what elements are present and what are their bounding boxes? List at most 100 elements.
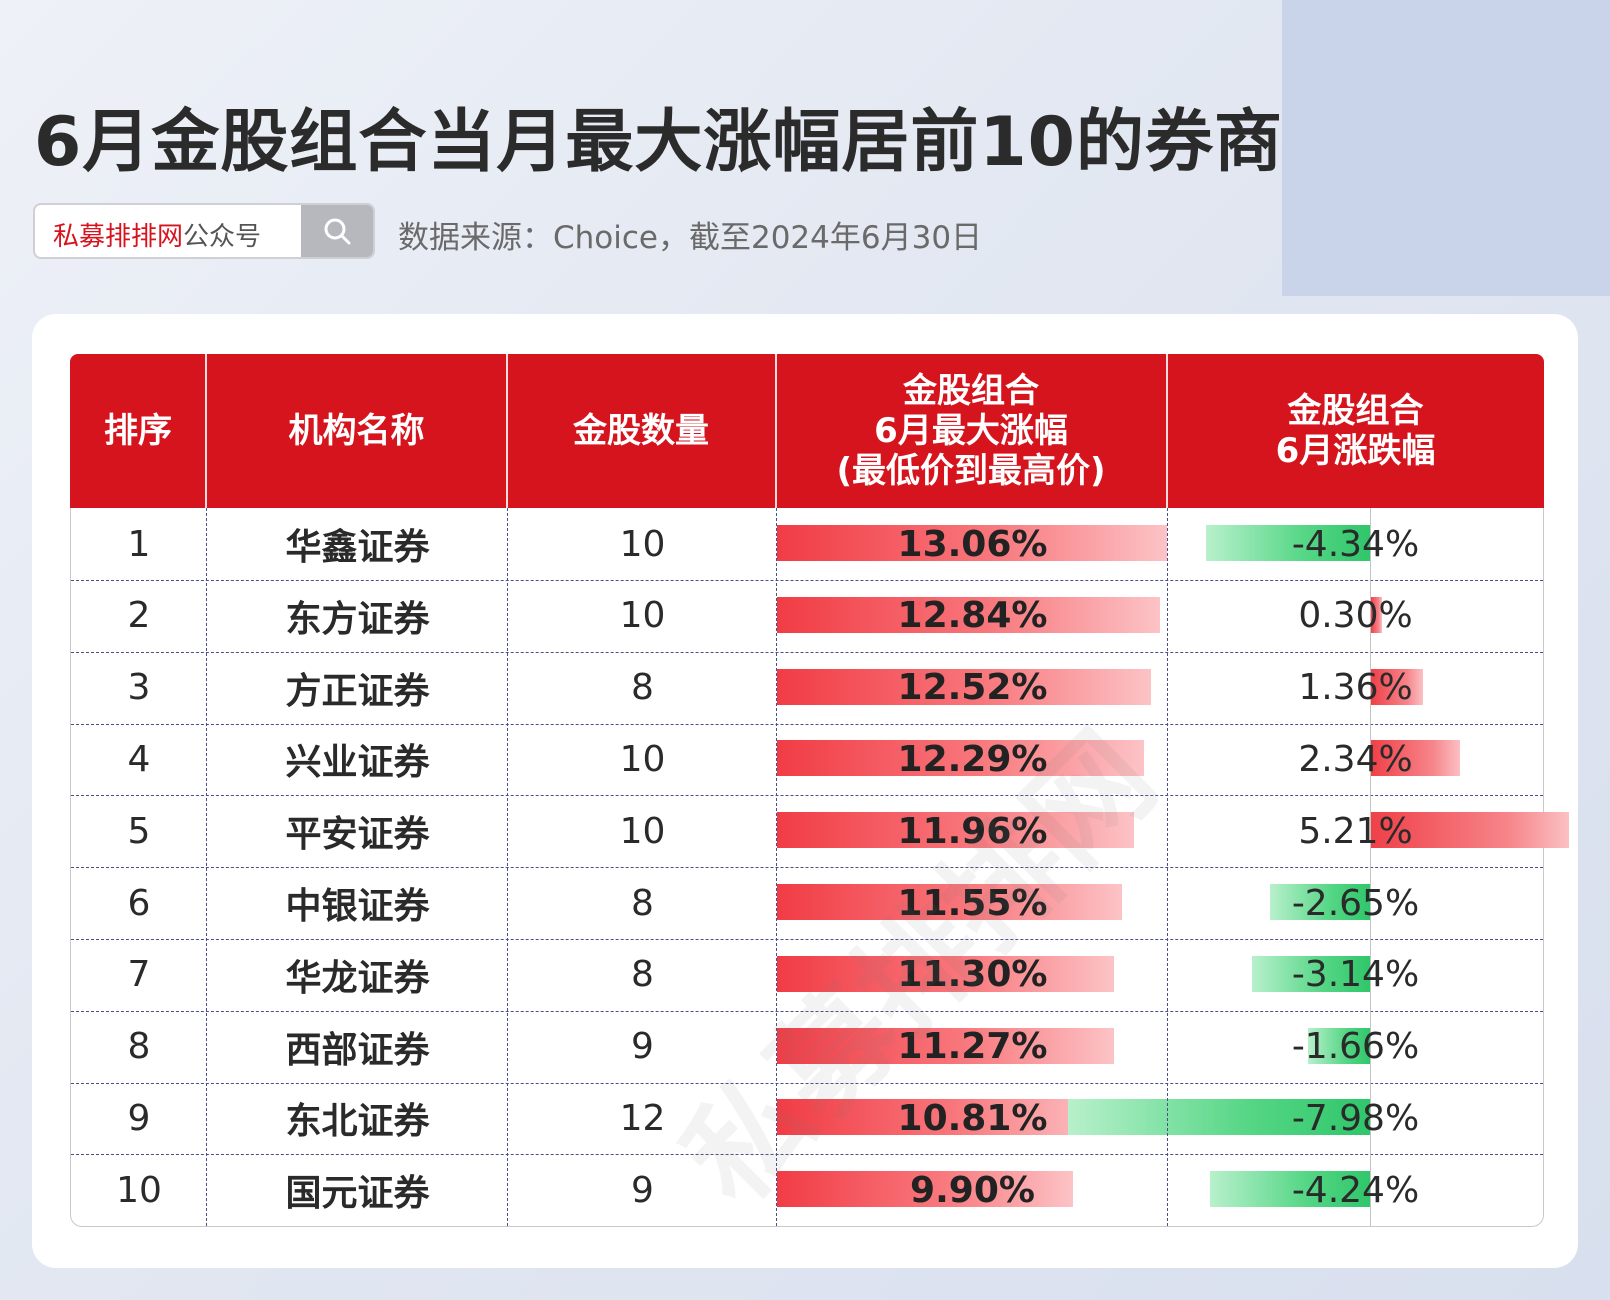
- rank-label: 3: [127, 667, 151, 709]
- max-rise-bar: [777, 1099, 1100, 1136]
- stock-count-cell: 10: [508, 508, 777, 580]
- max-rise-bar: [777, 812, 1135, 849]
- max-rise-value-cell: 10.81%: [777, 1082, 1168, 1154]
- change-bar: [1209, 1171, 1371, 1208]
- broker-name: 东北证券: [285, 1101, 430, 1143]
- search-icon: [324, 218, 351, 245]
- search-button[interactable]: [301, 205, 373, 257]
- change-value-cell: -3.14%: [1168, 939, 1543, 1011]
- change-value: -7.98%: [1291, 1097, 1420, 1139]
- column-divider: [206, 508, 207, 1226]
- max-rise-value-cell: 13.06%: [777, 508, 1168, 580]
- max-rise-value-cell: 12.84%: [777, 580, 1168, 652]
- table-row: 3 方正证券 8 12.52% 1.36%: [71, 652, 1543, 725]
- broker-name-cell: 方正证券: [207, 652, 508, 724]
- rank-label: 2: [127, 595, 151, 637]
- change-value-cell: -4.24%: [1168, 1154, 1543, 1226]
- background-panel: [1282, 0, 1610, 296]
- header-max-line-3: (最低价到最高价): [836, 451, 1106, 491]
- rank-label-cell: 4: [71, 723, 207, 795]
- max-rise-value-cell: 11.27%: [777, 1011, 1168, 1083]
- rank-label: 6: [127, 882, 151, 924]
- rank-label-cell: 1: [71, 508, 207, 580]
- rank-label-cell: 7: [71, 939, 207, 1011]
- rank-label: 8: [127, 1026, 151, 1068]
- rank-label: 1: [127, 523, 151, 565]
- search-box[interactable]: 私募排排网公众号: [33, 203, 375, 259]
- header-divider: [205, 354, 207, 508]
- max-rise-value-cell: 11.30%: [777, 939, 1168, 1011]
- change-value-cell: -4.34%: [1168, 508, 1543, 580]
- table-card: 排序 机构名称 金股数量 金股组合 6月最大涨幅 (最低价到最高价) 金股组合 …: [32, 314, 1578, 1268]
- table-row: 4 兴业证券 10 12.29% 2.34%: [71, 723, 1543, 797]
- broker-name-cell: 国元证券: [207, 1154, 508, 1226]
- change-value-cell: 2.34%: [1168, 723, 1543, 795]
- table-row: 6 中银证券 8 11.55% -2.65%: [71, 867, 1543, 940]
- broker-name-cell: 华鑫证券: [207, 508, 508, 580]
- broker-name: 华鑫证券: [285, 527, 430, 568]
- max-rise-value: 11.27%: [897, 1026, 1048, 1068]
- change-value: 5.21%: [1298, 810, 1413, 852]
- stock-count-cell: 10: [508, 580, 777, 652]
- change-bar: [1251, 955, 1371, 992]
- change-bar: [1371, 740, 1460, 777]
- header-count: 金股数量: [507, 354, 775, 508]
- broker-name: 中银证券: [285, 886, 430, 927]
- broker-name: 平安证券: [285, 814, 430, 856]
- stock-count: 12: [619, 1097, 666, 1139]
- rank-label-cell: 9: [71, 1082, 207, 1154]
- rank-label: 10: [116, 1169, 162, 1211]
- rank-label-cell: 8: [71, 1011, 207, 1083]
- change-value: 2.34%: [1298, 738, 1413, 780]
- stock-count: 8: [631, 882, 654, 924]
- change-value-cell: -7.98%: [1168, 1082, 1543, 1154]
- ranking-table: 排序 机构名称 金股数量 金股组合 6月最大涨幅 (最低价到最高价) 金股组合 …: [70, 354, 1569, 1228]
- broker-name-cell: 平安证券: [207, 795, 508, 867]
- header-divider: [775, 354, 777, 508]
- table-row: 8 西部证券 9 11.27% -1.66%: [71, 1011, 1543, 1084]
- search-suffix: 公众号: [183, 222, 262, 252]
- change-bar: [1371, 596, 1383, 633]
- header-max: 金股组合 6月最大涨幅 (最低价到最高价): [776, 354, 1166, 508]
- header-chg-line-1: 金股组合: [1287, 391, 1424, 431]
- max-rise-bar: [777, 1027, 1114, 1064]
- stock-count-cell: 9: [508, 1154, 777, 1226]
- stock-count-cell: 8: [508, 867, 777, 939]
- stock-count: 9: [631, 1169, 654, 1211]
- zero-axis-line: [1370, 508, 1371, 1226]
- rank-label: 4: [127, 738, 151, 780]
- max-rise-value-cell: 11.96%: [777, 795, 1168, 867]
- rank-label: 9: [127, 1097, 151, 1139]
- stock-count: 8: [631, 954, 654, 996]
- broker-name-cell: 东方证券: [207, 580, 508, 652]
- search-brand: 私募排排网: [53, 222, 184, 252]
- table-row: 1 华鑫证券 10 13.06% -4.34%: [71, 508, 1543, 581]
- broker-name: 兴业证券: [285, 742, 430, 784]
- change-bar: [1307, 1027, 1371, 1064]
- stock-count-cell: 10: [508, 723, 777, 795]
- max-rise-value: 9.90%: [910, 1169, 1035, 1211]
- change-value-cell: -1.66%: [1168, 1011, 1543, 1083]
- broker-name-cell: 东北证券: [207, 1082, 508, 1154]
- change-bar: [1206, 525, 1371, 561]
- change-value: -1.66%: [1291, 1026, 1420, 1068]
- change-value-cell: 1.36%: [1168, 652, 1543, 724]
- broker-name: 东方证券: [285, 598, 430, 640]
- stock-count-cell: 8: [508, 939, 777, 1011]
- max-rise-bar: [777, 955, 1115, 992]
- rank-label: 5: [127, 810, 151, 852]
- header-name-label: 机构名称: [288, 411, 425, 451]
- max-rise-value-cell: 12.29%: [777, 723, 1168, 795]
- header-max-line-1: 金股组合: [903, 371, 1039, 411]
- max-rise-value: 10.81%: [897, 1097, 1048, 1139]
- max-rise-value-cell: 12.52%: [777, 652, 1168, 724]
- header-chg-line-2: 6月涨跌幅: [1275, 431, 1436, 471]
- table-row: 9 东北证券 12 10.81% -7.98%: [71, 1082, 1543, 1156]
- broker-name: 方正证券: [285, 670, 430, 712]
- header-rank-label: 排序: [104, 411, 172, 451]
- rank-label: 7: [127, 954, 151, 996]
- header-max-line-2: 6月最大涨幅: [874, 411, 1068, 451]
- broker-name: 华龙证券: [285, 957, 430, 999]
- column-divider: [507, 508, 508, 1226]
- change-value-cell: 0.30%: [1168, 580, 1543, 652]
